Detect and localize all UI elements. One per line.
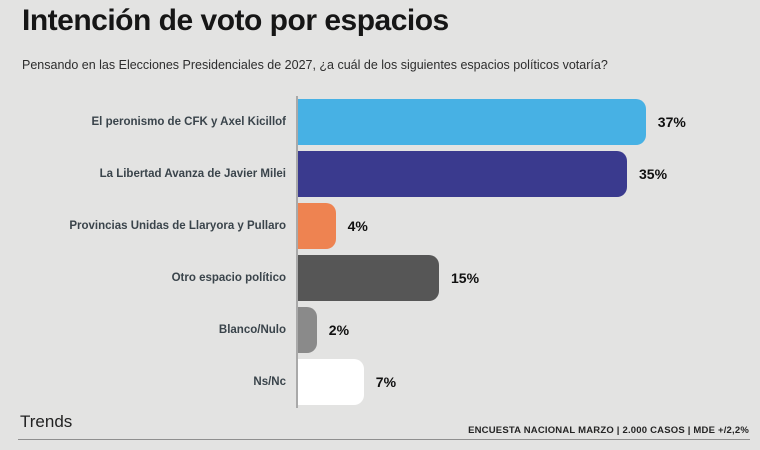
category-label: Blanco/Nulo xyxy=(218,324,286,336)
chart-subtitle: Pensando en las Elecciones Presidenciale… xyxy=(22,58,608,72)
category-label: Provincias Unidas de Llaryora y Pullaro xyxy=(69,220,286,232)
value-label: 37% xyxy=(657,114,686,130)
bar-area: 35% xyxy=(298,151,667,197)
footer-divider xyxy=(18,439,750,440)
bar xyxy=(298,255,439,301)
bar xyxy=(298,307,317,353)
bar xyxy=(298,203,336,249)
category-label: La Libertad Avanza de Javier Milei xyxy=(99,168,286,180)
chart-row: Blanco/Nulo 2% xyxy=(0,304,760,356)
value-label: 2% xyxy=(328,322,350,338)
brand-logo-text: Trends xyxy=(20,412,73,431)
chart-row: Otro espacio político 15% xyxy=(0,252,760,304)
source-note: ENCUESTA NACIONAL MARZO | 2.000 CASOS | … xyxy=(468,425,749,436)
chart-row: La Libertad Avanza de Javier Milei 35% xyxy=(0,148,760,200)
bar-area: 37% xyxy=(298,99,686,145)
chart-row: Ns/Nc 7% xyxy=(0,356,760,408)
bar xyxy=(298,151,627,197)
category-label: El peronismo de CFK y Axel Kicillof xyxy=(91,116,286,128)
bar xyxy=(298,99,646,145)
page-title: Intención de voto por espacios xyxy=(22,4,449,37)
value-label: 15% xyxy=(451,270,480,286)
category-label: Ns/Nc xyxy=(253,376,286,388)
value-label: 7% xyxy=(375,374,397,390)
chart-row: Provincias Unidas de Llaryora y Pullaro 4… xyxy=(0,200,760,252)
chart-row: El peronismo de CFK y Axel Kicillof 37% xyxy=(0,96,760,148)
bar-area: 2% xyxy=(298,307,349,353)
bar-area: 7% xyxy=(298,359,396,405)
bar xyxy=(298,359,364,405)
bar-area: 15% xyxy=(298,255,479,301)
chart-axis-line xyxy=(296,96,298,408)
bar-chart: El peronismo de CFK y Axel Kicillof 37% La… xyxy=(0,96,760,408)
value-label: 35% xyxy=(639,166,668,182)
category-label: Otro espacio político xyxy=(171,272,286,284)
value-label: 4% xyxy=(347,218,368,234)
bar-area: 4% xyxy=(298,203,368,249)
